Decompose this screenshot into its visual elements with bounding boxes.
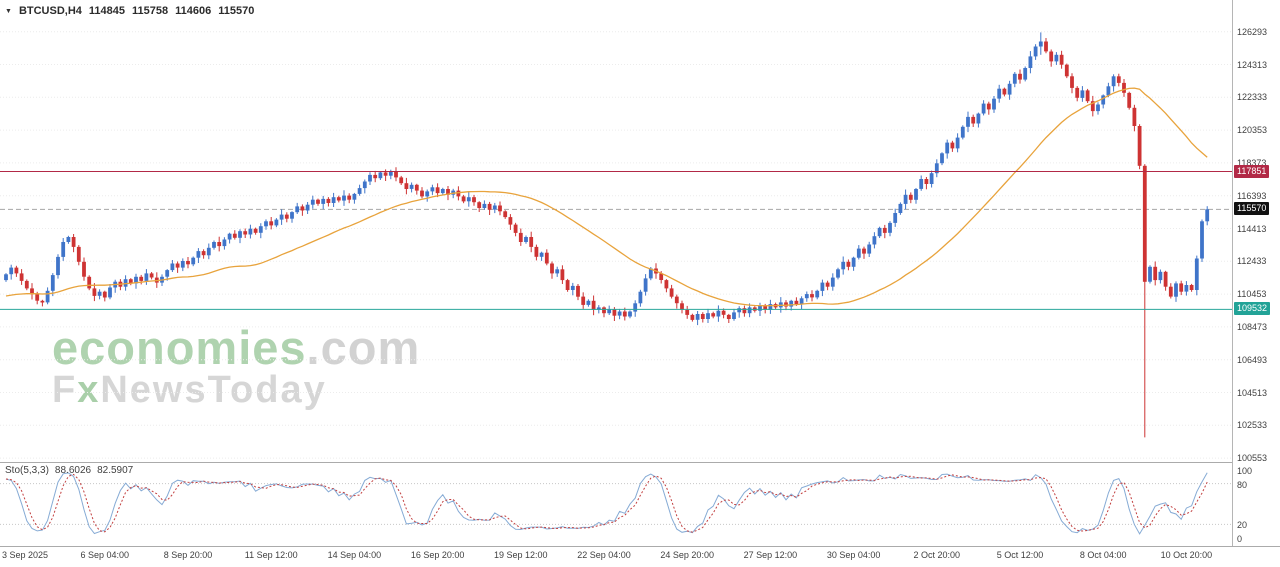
watermark-subtitle: FxNewsToday	[52, 371, 420, 409]
time-label: 16 Sep 20:00	[410, 550, 465, 560]
time-label: 30 Sep 04:00	[826, 550, 881, 560]
chart-title: ▼ BTCUSD,H4 114845 115758 114606 115570	[5, 5, 254, 17]
resistance-price-label: 117851	[1234, 164, 1270, 178]
price-tick-label: 118373	[1237, 157, 1267, 168]
ohlc-close: 115570	[218, 5, 255, 17]
stochastic-signal-line	[5, 473, 1208, 533]
chart-menu-icon[interactable]: ▼	[5, 8, 12, 15]
price-tick-label: 110453	[1237, 289, 1267, 300]
price-tick-label: 122333	[1237, 92, 1268, 103]
stochastic-main-line	[5, 472, 1208, 535]
watermark-sub-rest: NewsToday	[100, 369, 327, 411]
last-price-label: 115570	[1234, 202, 1270, 216]
indicator-value-signal: 82.5907	[97, 465, 134, 476]
price-tick-label: 104513	[1237, 387, 1268, 398]
grid-layer	[0, 31, 1232, 459]
price-tick-label: 108473	[1237, 321, 1268, 332]
symbol-timeframe: BTCUSD,H4	[18, 5, 82, 17]
time-label: 19 Sep 12:00	[494, 550, 548, 560]
watermark-brand-name: economies	[52, 321, 307, 374]
ohlc-open: 114845	[88, 5, 125, 17]
price-tick-label: 102533	[1237, 420, 1268, 431]
watermark-sub-f: F	[52, 369, 78, 411]
price-tick-label: 106493	[1237, 354, 1268, 365]
candles-layer	[4, 32, 1210, 438]
panel-separator[interactable]	[0, 462, 1280, 463]
time-label: 10 Oct 20:00	[1160, 550, 1213, 560]
watermark-brand-tld: .com	[306, 321, 421, 374]
moving-average-line	[5, 87, 1208, 307]
time-label: 24 Sep 20:00	[660, 550, 714, 560]
time-label: 22 Sep 04:00	[577, 550, 631, 560]
watermark-sub-x: x	[77, 369, 101, 411]
time-axis[interactable]: 3 Sep 2025 6 Sep 04:00 8 Sep 20:00 11 Sep 1…	[0, 547, 1232, 567]
price-tick-label: 116393	[1237, 190, 1267, 201]
price-tick-label: 126293	[1237, 26, 1268, 37]
indicator-tick-label: 0	[1237, 534, 1243, 544]
price-tick-label: 112433	[1237, 256, 1267, 267]
ohlc-high: 115758	[132, 5, 169, 17]
time-label: 8 Sep 20:00	[163, 550, 213, 560]
watermark: economies.com FxNewsToday	[52, 324, 420, 409]
indicator-tick-label: 100	[1237, 466, 1253, 476]
price-tick-label: 124313	[1237, 59, 1268, 70]
price-tick-label: 100553	[1237, 453, 1268, 464]
time-label: 2 Oct 20:00	[913, 550, 961, 560]
time-label: 14 Sep 04:00	[327, 550, 382, 560]
indicator-name: Sto(5,3,3)	[5, 465, 49, 476]
time-label: 6 Sep 04:00	[80, 550, 130, 560]
time-axis-separator	[0, 546, 1280, 547]
indicator-value-main: 88.6026	[54, 465, 92, 476]
watermark-brand: economies.com	[52, 324, 420, 371]
price-axis[interactable]: 126293 124313 122333 120353 118373 116393 1144…	[1232, 0, 1280, 546]
time-label: 11 Sep 12:00	[244, 550, 298, 560]
ohlc-low: 114606	[175, 5, 212, 17]
price-plot[interactable]	[0, 0, 1232, 462]
price-tick-label: 120353	[1237, 125, 1268, 136]
indicator-label: Sto(5,3,3) 88.6026 82.5907	[5, 465, 133, 476]
support-price-label: 109532	[1234, 302, 1271, 316]
indicator-tick-label: 20	[1237, 520, 1248, 531]
stochastic-plot[interactable]	[0, 462, 1232, 546]
time-label: 8 Oct 04:00	[1079, 550, 1127, 560]
indicator-tick-label: 80	[1237, 479, 1248, 490]
time-label: 3 Sep 2025	[2, 550, 49, 560]
price-tick-label: 114413	[1237, 223, 1267, 234]
time-label: 27 Sep 12:00	[743, 550, 798, 560]
time-label: 5 Oct 12:00	[996, 550, 1044, 560]
